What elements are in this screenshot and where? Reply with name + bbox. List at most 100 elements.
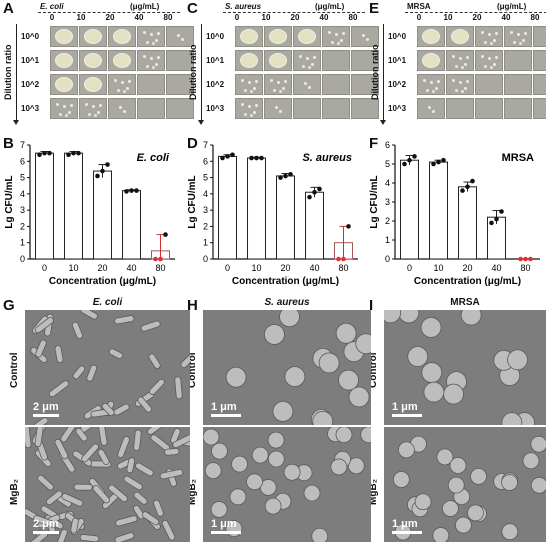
bacterial-cell [75, 427, 88, 442]
bacterial-cell [133, 491, 148, 505]
agar-plate [264, 98, 292, 119]
plate-concentration-label: 20 [105, 13, 115, 22]
bacterial-cell [204, 462, 222, 480]
agar-plate [108, 50, 136, 71]
plate-row-label: 10^0 [206, 32, 225, 41]
y-tick-label: 7 [20, 140, 25, 150]
data-point [66, 152, 71, 158]
chart-title: MRSA [502, 152, 534, 164]
x-tick-label: 20 [97, 263, 107, 273]
agar-plate [417, 26, 445, 47]
agar-plate [137, 98, 165, 119]
bacterial-cell [203, 428, 220, 446]
agar-plate [533, 50, 546, 71]
agar-plate [351, 26, 379, 47]
data-point [134, 188, 139, 193]
bacterial-cell [54, 438, 69, 460]
data-point [402, 161, 407, 167]
scale-bar-label: 1 μm [211, 401, 237, 413]
agar-plate [79, 74, 107, 95]
panel-label-B: B [3, 135, 14, 152]
bacterial-cell [33, 515, 56, 528]
bacterial-cell [283, 463, 301, 481]
bacterial-cell [34, 317, 54, 334]
bacterial-cell [423, 381, 445, 403]
bacterial-cell [86, 364, 98, 382]
agar-plate [351, 74, 379, 95]
bacterial-cell [397, 441, 415, 459]
bacterial-cell [108, 348, 123, 359]
data-point [436, 159, 441, 165]
agar-plate [351, 98, 379, 119]
sem-row-label: MgB₂ [9, 478, 20, 505]
bacterial-cell [398, 310, 420, 324]
bar [400, 159, 419, 260]
data-point [528, 256, 533, 262]
y-tick-label: 1 [203, 238, 208, 248]
x-tick-label: 80 [338, 263, 348, 273]
scale-bar [211, 531, 241, 534]
agar-plate [235, 74, 263, 95]
agar-plate [50, 50, 78, 71]
agar-plate [417, 74, 445, 95]
agar-plate [322, 26, 350, 47]
agar-plate [264, 74, 292, 95]
data-point [412, 154, 417, 159]
bacterial-cell [79, 534, 100, 542]
agar-plate [166, 50, 194, 71]
bacterial-cell [279, 310, 300, 328]
plate-concentration-label: 10 [261, 13, 271, 22]
bar [122, 190, 141, 260]
bacterial-cell [45, 490, 63, 506]
x-tick-label: 40 [126, 263, 136, 273]
plate-concentration-label: 20 [472, 13, 482, 22]
bacterial-cell [33, 417, 49, 425]
bacterial-cell [355, 333, 371, 355]
bacterial-cell [153, 499, 164, 517]
bar [276, 175, 295, 260]
data-point [465, 184, 470, 190]
data-point [105, 162, 110, 167]
panel-label-A: A [3, 0, 14, 17]
data-point [460, 188, 465, 193]
bacterial-cell [113, 403, 130, 416]
bar [429, 161, 448, 260]
bacterial-cell [392, 471, 410, 488]
y-tick-label: 6 [385, 140, 390, 150]
bacterial-cell [34, 427, 44, 448]
bacterial-cell [72, 365, 86, 380]
x-tick-label: 0 [42, 263, 47, 273]
plate-concentration-label: 0 [49, 13, 55, 22]
plate-header-line [405, 12, 546, 13]
y-tick-label: 7 [203, 140, 208, 150]
agar-plate [108, 74, 136, 95]
bacterial-cell [172, 434, 190, 449]
y-tick-label: 2 [385, 216, 390, 226]
sem-row-label: Control [9, 351, 20, 388]
bacterial-cell [140, 320, 161, 332]
data-point [220, 155, 225, 161]
plate-concentration-label: 20 [290, 13, 300, 22]
bacterial-cell [98, 427, 108, 446]
bacterial-cell [92, 485, 110, 504]
agar-plate [50, 98, 78, 119]
bar [35, 152, 54, 260]
y-tick-label: 0 [20, 254, 25, 264]
bacterial-cell [70, 517, 79, 534]
data-point [71, 150, 76, 156]
agar-plate [475, 74, 503, 95]
bacterial-cell [114, 532, 135, 542]
bacterial-cell [335, 322, 357, 344]
bacterial-cell [420, 317, 442, 338]
agar-plate [417, 50, 445, 71]
bacterial-cell [447, 476, 465, 494]
agar-plate [293, 50, 321, 71]
agar-plate [533, 26, 546, 47]
bacterial-cell [161, 519, 176, 541]
plate-concentration-label: 40 [319, 13, 329, 22]
plate-row-label: 10^1 [388, 56, 407, 65]
data-point [336, 256, 341, 262]
bacterial-cell [61, 493, 84, 507]
agar-plate [504, 74, 532, 95]
